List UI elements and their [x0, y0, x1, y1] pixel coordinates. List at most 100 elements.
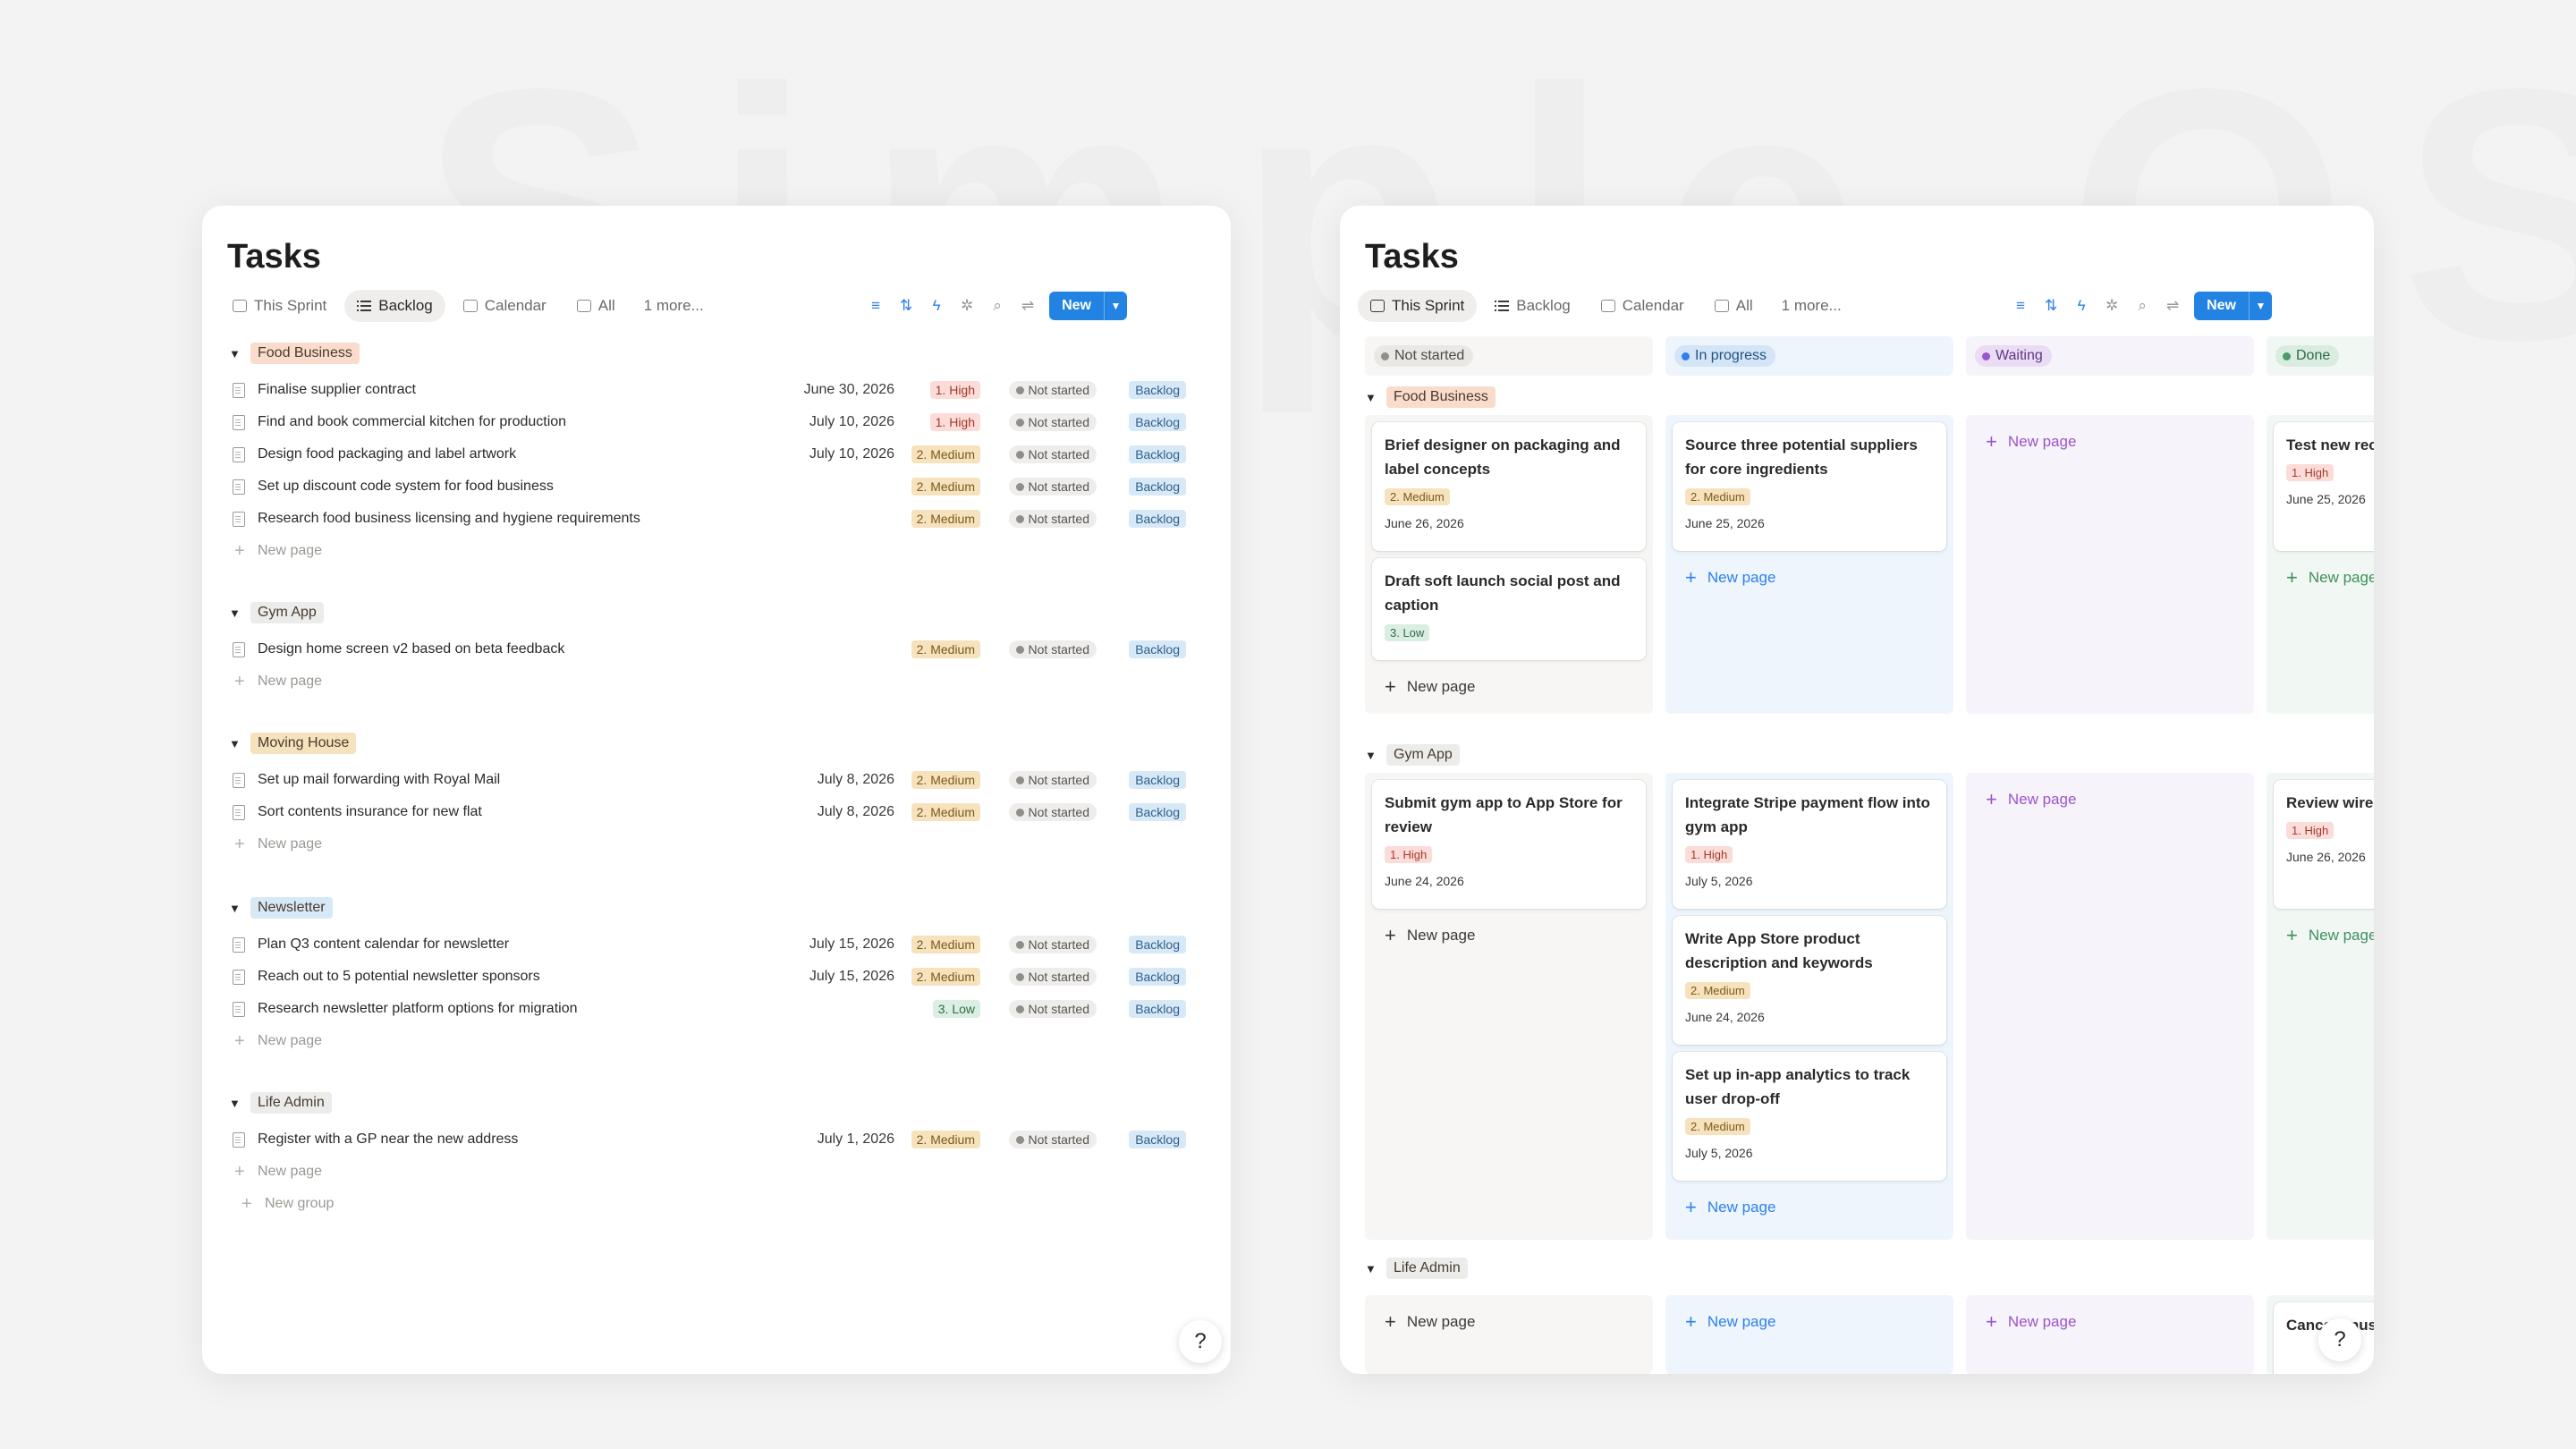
status-label: Done	[2296, 348, 2331, 363]
collapse-triangle-icon[interactable]: ▼	[229, 606, 241, 620]
board-card[interactable]: Draft soft launch social post and captio…	[1372, 558, 1646, 660]
board-card[interactable]: Set up in-app analytics to track user dr…	[1673, 1052, 1946, 1181]
collapse-triangle-icon[interactable]: ▼	[229, 901, 241, 915]
table-row[interactable]: Find and book commercial kitchen for pro…	[229, 406, 1195, 438]
automation-icon[interactable]: ϟ	[2077, 297, 2086, 314]
collapse-triangle-icon[interactable]: ▼	[1365, 748, 1377, 762]
tab-label: All	[1735, 297, 1753, 314]
table-row[interactable]: Reach out to 5 potential newsletter spon…	[229, 961, 1195, 993]
new-button[interactable]: New ▼	[2194, 292, 2272, 320]
search-icon[interactable]: ⌕	[993, 297, 1002, 314]
status-chip[interactable]: Waiting	[1975, 345, 2052, 367]
table-row[interactable]: Register with a GP near the new address J…	[229, 1123, 1195, 1156]
collapse-triangle-icon[interactable]: ▼	[229, 736, 241, 750]
plus-icon: +	[234, 671, 245, 691]
status-chip[interactable]: Not started	[1374, 345, 1474, 367]
column-group-body	[1665, 1295, 1953, 1374]
new-page-button[interactable]: + New page	[229, 1156, 1195, 1188]
table-row[interactable]: Design food packaging and label artwork J…	[229, 438, 1195, 470]
collapse-triangle-icon[interactable]: ▼	[229, 346, 241, 360]
settings-icon[interactable]: ⇌	[2165, 297, 2180, 314]
new-page-button[interactable]: + New page	[1673, 1302, 1946, 1342]
board-card[interactable]: Brief designer on packaging and label co…	[1372, 422, 1646, 551]
board-card[interactable]: Submit gym app to App Store for review 1.…	[1372, 780, 1646, 909]
new-page-button[interactable]: + New page	[2274, 558, 2374, 597]
tab-backlog[interactable]: Backlog	[1482, 290, 1582, 322]
search-icon[interactable]: ⌕	[2138, 297, 2147, 314]
tab-calendar[interactable]: Calendar	[451, 290, 559, 322]
chevron-down-icon[interactable]: ▼	[1104, 292, 1127, 320]
new-page-button[interactable]: + New page	[1372, 1302, 1646, 1342]
collapse-triangle-icon[interactable]: ▼	[229, 1096, 241, 1110]
table-row[interactable]: Plan Q3 content calendar for newsletter J…	[229, 928, 1195, 961]
new-page-button[interactable]: + New page	[1973, 1302, 2247, 1342]
status-dot-icon	[2283, 352, 2291, 360]
chevron-down-icon[interactable]: ▼	[2249, 292, 2272, 320]
board-card[interactable]: Write App Store product description and …	[1673, 916, 1946, 1045]
board-card[interactable]: Review wire onboarding 1. High June 26, 20…	[2274, 780, 2374, 909]
group-header[interactable]: ▼ Food Business	[229, 340, 1195, 367]
new-page-button[interactable]: + New page	[229, 1025, 1195, 1057]
group-header[interactable]: ▼ Moving House	[229, 730, 1195, 757]
new-page-button[interactable]: + New page	[2274, 916, 2374, 955]
table-row[interactable]: Set up discount code system for food bus…	[229, 470, 1195, 503]
tab-this-sprint[interactable]: This Sprint	[220, 290, 339, 322]
table-row[interactable]: Design home screen v2 based on beta feed…	[229, 633, 1195, 665]
group-header[interactable]: ▼ Newsletter	[229, 894, 1195, 921]
table-row[interactable]: Set up mail forwarding with Royal Mail Ju…	[229, 764, 1195, 796]
collapse-triangle-icon[interactable]: ▼	[1365, 1261, 1377, 1275]
more-views-link[interactable]: 1 more...	[643, 297, 704, 314]
group-header[interactable]: ▼ Gym App	[1365, 742, 1460, 767]
table-row[interactable]: Research newsletter platform options for…	[229, 993, 1195, 1025]
new-page-button[interactable]: + New page	[1673, 1188, 1946, 1227]
automation-icon[interactable]: ϟ	[932, 297, 941, 314]
new-group-button[interactable]: + New group	[229, 1188, 1195, 1220]
new-page-button[interactable]: + New page	[1372, 667, 1646, 707]
new-page-button[interactable]: + New page	[1673, 558, 1946, 597]
table-row[interactable]: Finalise supplier contract June 30, 2026 1…	[229, 374, 1195, 406]
table-row[interactable]: Sort contents insurance for new flat July…	[229, 796, 1195, 828]
sparkle-icon[interactable]: ✲	[960, 297, 974, 314]
collapse-triangle-icon[interactable]: ▼	[1365, 390, 1377, 404]
new-page-button[interactable]: + New page	[229, 535, 1195, 567]
status-chip[interactable]: In progress	[1674, 345, 1776, 367]
tab-backlog[interactable]: Backlog	[344, 290, 445, 322]
new-page-button[interactable]: + New page	[1973, 780, 2247, 819]
group-header[interactable]: ▼ Life Admin	[229, 1089, 1195, 1116]
tab-all[interactable]: All	[1702, 290, 1766, 322]
new-page-button[interactable]: + New page	[229, 665, 1195, 698]
status-chip[interactable]: Done	[2275, 345, 2340, 367]
new-button[interactable]: New ▼	[1049, 292, 1127, 320]
tab-calendar[interactable]: Calendar	[1589, 290, 1697, 322]
tab-this-sprint[interactable]: This Sprint	[1358, 290, 1478, 322]
column-group-body	[1365, 1295, 1653, 1374]
sort-icon[interactable]: ⇅	[2044, 297, 2058, 314]
priority-badge: 2. Medium	[911, 640, 980, 658]
priority-badge: 2. Medium	[1385, 488, 1450, 505]
filter-icon[interactable]: ≡	[2016, 297, 2026, 314]
new-page-button[interactable]: + New page	[1973, 422, 2247, 462]
group-tag: Gym App	[1386, 744, 1460, 766]
new-page-label: New page	[258, 836, 323, 852]
board-card[interactable]: Source three potential suppliers for cor…	[1673, 422, 1946, 551]
group-header[interactable]: ▼ Food Business	[1365, 385, 1496, 410]
settings-icon[interactable]: ⇌	[1021, 297, 1035, 314]
tab-label: Calendar	[1622, 297, 1684, 314]
tab-all[interactable]: All	[564, 290, 628, 322]
board-card[interactable]: Integrate Stripe payment flow into gym a…	[1673, 780, 1946, 909]
filter-icon[interactable]: ≡	[871, 297, 881, 314]
card-title: Set up in-app analytics to track user dr…	[1685, 1066, 1911, 1107]
table-row[interactable]: Research food business licensing and hyg…	[229, 503, 1195, 535]
board-card[interactable]: Test new rec soft launch 1. High June 25, …	[2274, 422, 2374, 551]
plus-icon: +	[1986, 788, 1997, 810]
more-views-link[interactable]: 1 more...	[1781, 297, 1842, 314]
sparkle-icon[interactable]: ✲	[2105, 297, 2119, 314]
help-question-icon[interactable]: ?	[2318, 1318, 2361, 1361]
help-question-icon[interactable]: ?	[1179, 1320, 1222, 1363]
task-group: ▼ Life Admin Register with a GP near the n…	[229, 1089, 1195, 1220]
new-page-button[interactable]: + New page	[229, 828, 1195, 860]
new-page-button[interactable]: + New page	[1372, 916, 1646, 955]
group-header[interactable]: ▼ Gym App	[229, 599, 1195, 626]
group-header[interactable]: ▼ Life Admin	[1365, 1256, 1468, 1281]
sort-icon[interactable]: ⇅	[899, 297, 913, 314]
